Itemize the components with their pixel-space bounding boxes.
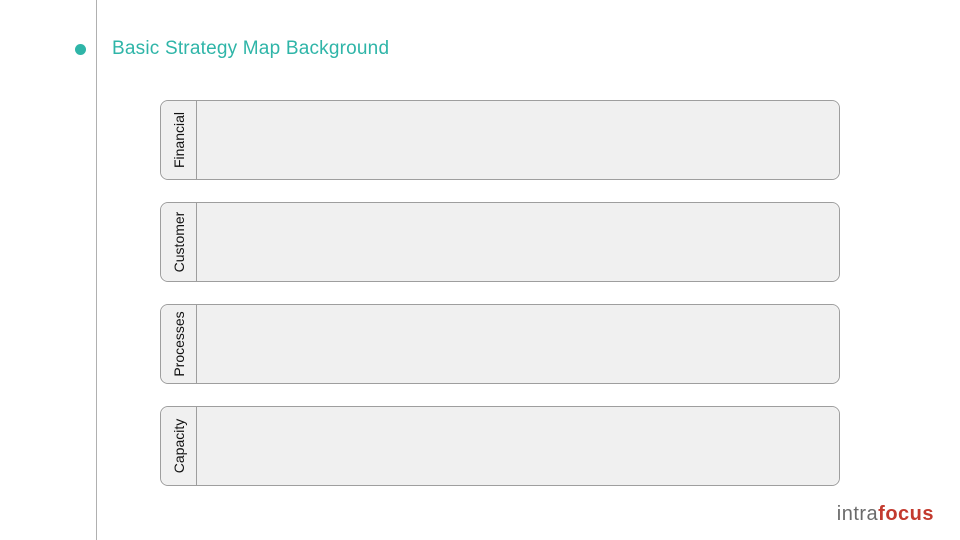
perspective-row: Processes bbox=[160, 304, 840, 384]
perspective-label-cell: Processes bbox=[161, 305, 197, 383]
perspective-label: Processes bbox=[171, 311, 187, 376]
brand-logo: intrafocus bbox=[837, 503, 934, 526]
perspective-label: Customer bbox=[171, 212, 187, 273]
title-area: Basic Strategy Map Background bbox=[75, 38, 389, 60]
perspective-label-cell: Capacity bbox=[161, 407, 197, 485]
perspective-label: Financial bbox=[171, 112, 187, 168]
perspective-content bbox=[197, 305, 839, 383]
perspective-label: Capacity bbox=[171, 419, 187, 473]
perspective-content bbox=[197, 101, 839, 179]
perspective-label-cell: Customer bbox=[161, 203, 197, 281]
perspective-content bbox=[197, 407, 839, 485]
logo-part-1: intra bbox=[837, 503, 878, 525]
logo-part-2: focus bbox=[878, 503, 934, 525]
perspective-label-cell: Financial bbox=[161, 101, 197, 179]
perspective-row: Capacity bbox=[160, 406, 840, 486]
vertical-rule bbox=[96, 0, 97, 540]
perspective-row: Customer bbox=[160, 202, 840, 282]
title-bullet-icon bbox=[75, 44, 86, 55]
perspective-content bbox=[197, 203, 839, 281]
perspective-row: Financial bbox=[160, 100, 840, 180]
slide: Basic Strategy Map Background Financial … bbox=[0, 0, 960, 540]
slide-title: Basic Strategy Map Background bbox=[112, 38, 389, 60]
strategy-map-stack: Financial Customer Processes Capacity bbox=[160, 100, 840, 486]
